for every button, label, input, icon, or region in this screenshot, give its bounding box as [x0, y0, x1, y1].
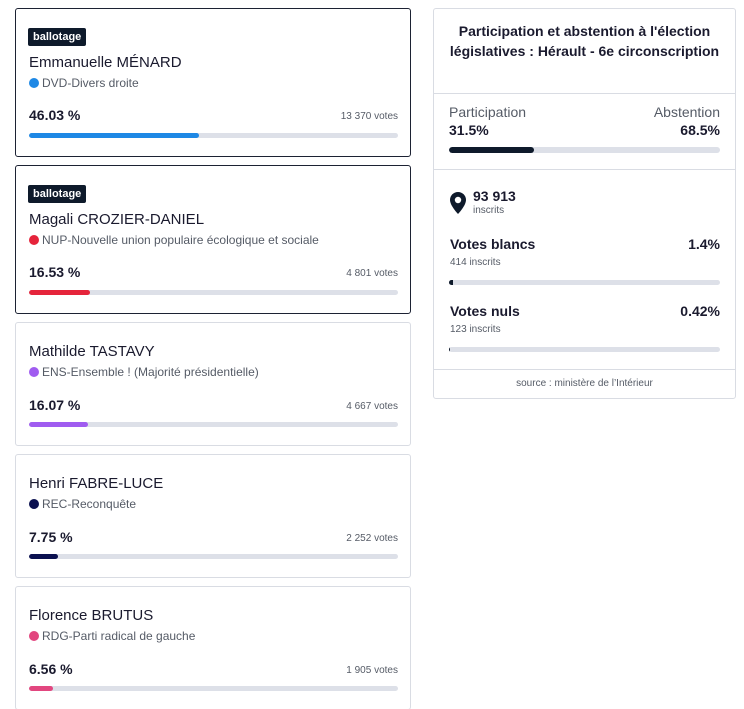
- candidate-list: ballotage Emmanuelle MÉNARD DVD-Divers d…: [15, 8, 411, 709]
- participation-label: Participation: [449, 104, 527, 120]
- nuls-fill: [449, 347, 451, 352]
- candidate-progress-bar: [29, 422, 398, 427]
- abstention-value: 68.5%: [680, 122, 720, 138]
- candidate-percentage: 16.07 %: [29, 397, 81, 413]
- nuls-sub: 123 inscrits: [450, 324, 501, 335]
- candidate-card: Mathilde TASTAVY ENS-Ensemble ! (Majorit…: [15, 322, 411, 446]
- party-label: ENS-Ensemble ! (Majorité présidentielle): [42, 365, 259, 379]
- candidate-card: Florence BRUTUS RDG-Parti radical de gau…: [15, 586, 411, 709]
- candidate-progress-fill: [29, 290, 90, 295]
- candidate-votes: 1 905 votes: [346, 665, 398, 676]
- candidate-progress-fill: [29, 422, 89, 427]
- candidate-name: Magali CROZIER-DANIEL: [29, 211, 205, 228]
- candidate-party: RDG-Parti radical de gauche: [29, 629, 195, 643]
- candidate-votes: 13 370 votes: [340, 111, 398, 122]
- candidate-percentage: 16.53 %: [29, 264, 81, 280]
- candidate-name: Henri FABRE-LUCE: [29, 475, 164, 492]
- party-color-dot: [29, 367, 39, 377]
- party-color-dot: [29, 235, 39, 245]
- candidate-name: Mathilde TASTAVY: [29, 343, 155, 360]
- candidate-progress-bar: [29, 133, 398, 138]
- party-color-dot: [29, 78, 39, 88]
- nuls-value: 0.42%: [680, 303, 720, 319]
- candidate-progress-fill: [29, 686, 54, 691]
- candidate-party: DVD-Divers droite: [29, 76, 139, 90]
- blancs-value: 1.4%: [688, 236, 720, 252]
- candidate-progress-bar: [29, 686, 398, 691]
- stats-section: 93 913 inscrits Votes blancs 1.4% 414 in…: [434, 170, 735, 370]
- ballotage-badge: ballotage: [28, 185, 87, 203]
- party-color-dot: [29, 631, 39, 641]
- candidate-party: ENS-Ensemble ! (Majorité présidentielle): [29, 365, 259, 379]
- participation-bar: [449, 147, 720, 153]
- panel-title: Participation et abstention à l'élection…: [434, 9, 735, 94]
- ballotage-badge: ballotage: [28, 28, 87, 46]
- party-label: DVD-Divers droite: [42, 76, 139, 90]
- candidate-party: NUP-Nouvelle union populaire écologique …: [29, 233, 319, 247]
- candidate-votes: 4 801 votes: [346, 268, 398, 279]
- inscrits-label: inscrits: [473, 205, 505, 216]
- candidate-card: ballotage Emmanuelle MÉNARD DVD-Divers d…: [15, 8, 411, 157]
- candidate-votes: 4 667 votes: [346, 401, 398, 412]
- candidate-name: Emmanuelle MÉNARD: [29, 54, 182, 71]
- candidate-name: Florence BRUTUS: [29, 607, 154, 624]
- candidate-percentage: 6.56 %: [29, 661, 73, 677]
- abstention-label: Abstention: [653, 104, 720, 120]
- candidate-progress-bar: [29, 290, 398, 295]
- source-note: source : ministère de l’Intérieur: [434, 369, 735, 398]
- nuls-label: Votes nuls: [450, 303, 520, 319]
- participation-value: 31.5%: [449, 122, 489, 138]
- participation-panel: Participation et abstention à l'élection…: [433, 8, 736, 399]
- party-label: NUP-Nouvelle union populaire écologique …: [42, 233, 319, 247]
- party-label: REC-Reconquête: [42, 497, 137, 511]
- candidate-card: Henri FABRE-LUCE REC-Reconquête 7.75 % 2…: [15, 454, 411, 578]
- candidate-party: REC-Reconquête: [29, 497, 136, 511]
- candidate-progress-fill: [29, 554, 58, 559]
- blancs-bar: [449, 280, 720, 285]
- party-label: RDG-Parti radical de gauche: [42, 629, 196, 643]
- participation-section: Participation Abstention 31.5% 68.5%: [434, 94, 735, 170]
- candidate-percentage: 7.75 %: [29, 529, 73, 545]
- blancs-label: Votes blancs: [450, 236, 536, 252]
- candidate-progress-bar: [29, 554, 398, 559]
- blancs-sub: 414 inscrits: [450, 257, 501, 268]
- nuls-bar: [449, 347, 720, 352]
- candidate-card: ballotage Magali CROZIER-DANIEL NUP-Nouv…: [15, 165, 411, 314]
- participation-fill: [449, 147, 535, 153]
- candidate-votes: 2 252 votes: [346, 533, 398, 544]
- inscrits-value: 93 913: [473, 188, 516, 204]
- location-pin-icon: [450, 192, 466, 214]
- candidate-progress-fill: [29, 133, 199, 138]
- blancs-fill: [449, 280, 453, 285]
- candidate-percentage: 46.03 %: [29, 107, 81, 123]
- party-color-dot: [29, 499, 39, 509]
